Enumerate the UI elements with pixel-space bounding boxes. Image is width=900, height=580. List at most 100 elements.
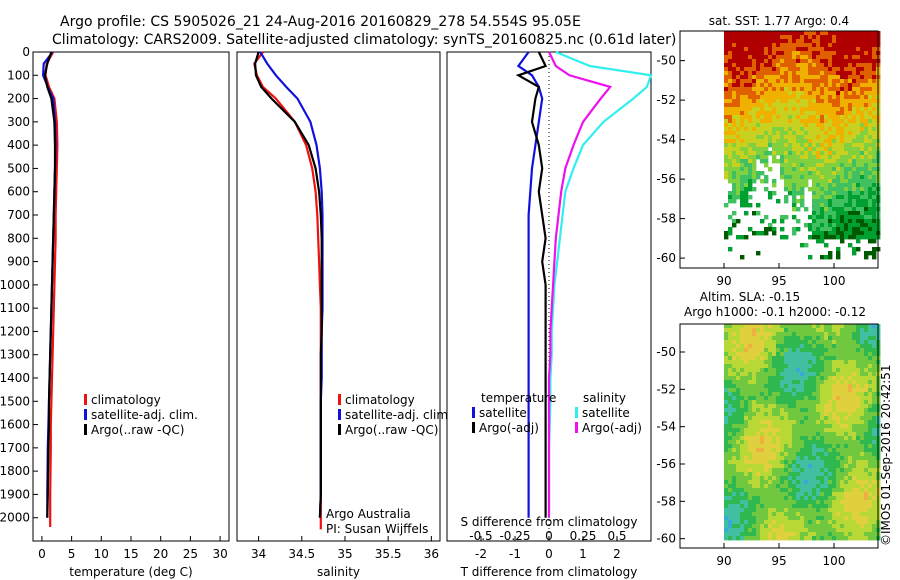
map-cell [724, 103, 729, 108]
map-cell [840, 167, 845, 172]
series-line-salinity-satellite [547, 50, 653, 518]
map-cell [828, 155, 833, 160]
map-cell [808, 171, 813, 176]
map-cell [844, 203, 849, 208]
map-cell [736, 147, 741, 152]
map-cell [848, 219, 853, 224]
map-cell [808, 376, 813, 381]
map-cell [748, 83, 753, 88]
map-cell [744, 476, 749, 481]
map-cell [732, 119, 737, 124]
map-cell [852, 79, 857, 84]
map-cell [780, 87, 785, 92]
map-cell [728, 43, 733, 48]
map-cell [800, 472, 805, 477]
map-cell [820, 536, 825, 541]
map-cell [804, 139, 809, 144]
map-cell [868, 171, 873, 176]
map-cell [788, 364, 793, 369]
map-cell [740, 119, 745, 124]
map-cell [852, 63, 857, 68]
map-cell [840, 159, 845, 164]
map-cell [752, 520, 757, 525]
map-cell [864, 207, 869, 212]
map-cell [728, 436, 733, 441]
map-cell [748, 195, 753, 200]
map-cell [836, 464, 841, 469]
map-cell [844, 83, 849, 88]
map-cell [820, 428, 825, 433]
map-cell [728, 143, 733, 148]
map-cell [836, 472, 841, 477]
map-cell [752, 143, 757, 148]
map-cell [784, 384, 789, 389]
map-cell [752, 31, 757, 36]
map-cell [780, 440, 785, 445]
map-cell [796, 219, 801, 224]
map-cell [860, 155, 865, 160]
map-cell [820, 191, 825, 196]
map-cell [768, 500, 773, 505]
map-cell [816, 420, 821, 425]
map-cell [748, 91, 753, 96]
map-cell [748, 324, 753, 329]
map-cell [784, 448, 789, 453]
map-cell [764, 448, 769, 453]
map-cell [820, 31, 825, 36]
map-cell [844, 460, 849, 465]
map-cell [740, 400, 745, 405]
map-cell [756, 332, 761, 337]
map-cell [776, 115, 781, 120]
map-cell [864, 464, 869, 469]
map-cell [868, 512, 873, 517]
map-cell [736, 532, 741, 537]
map-cell [788, 79, 793, 84]
map-cell [844, 119, 849, 124]
map-cell [744, 35, 749, 40]
x-tick-label: 0 [38, 547, 46, 561]
map-cell [784, 183, 789, 188]
map-cell [808, 175, 813, 180]
map-cell [816, 424, 821, 429]
map-cell [824, 412, 829, 417]
map-cell [848, 155, 853, 160]
map-cell [748, 464, 753, 469]
map-cell [768, 392, 773, 397]
map-cell [836, 424, 841, 429]
map-cell [812, 219, 817, 224]
map-cell [764, 227, 769, 232]
map-cell [744, 452, 749, 457]
map-cell [820, 492, 825, 497]
map-cell [864, 484, 869, 489]
map-cell [796, 352, 801, 357]
map-cell [864, 219, 869, 224]
map-cell [792, 468, 797, 473]
map-cell [788, 460, 793, 465]
map-cell [836, 79, 841, 84]
map-cell [756, 524, 761, 529]
map-cell [840, 532, 845, 537]
map-cell [724, 496, 729, 501]
map-cell [836, 207, 841, 212]
map-cell [760, 147, 765, 152]
map-cell [864, 376, 869, 381]
map-cell [752, 484, 757, 489]
map-cell [856, 508, 861, 513]
map-cell [756, 532, 761, 537]
map-cell [868, 219, 873, 224]
map-cell [780, 484, 785, 489]
map-cell [828, 336, 833, 341]
map-cell [744, 436, 749, 441]
map-cell [828, 428, 833, 433]
map-cell [800, 376, 805, 381]
map-cell [872, 35, 877, 40]
map-cell [816, 360, 821, 365]
map-cell [868, 59, 873, 64]
map-cell [788, 167, 793, 172]
map-cell [792, 516, 797, 521]
map-cell [812, 456, 817, 461]
map-cell [772, 75, 777, 80]
map-cell [756, 211, 761, 216]
map-cell [732, 71, 737, 76]
map-cell [784, 75, 789, 80]
